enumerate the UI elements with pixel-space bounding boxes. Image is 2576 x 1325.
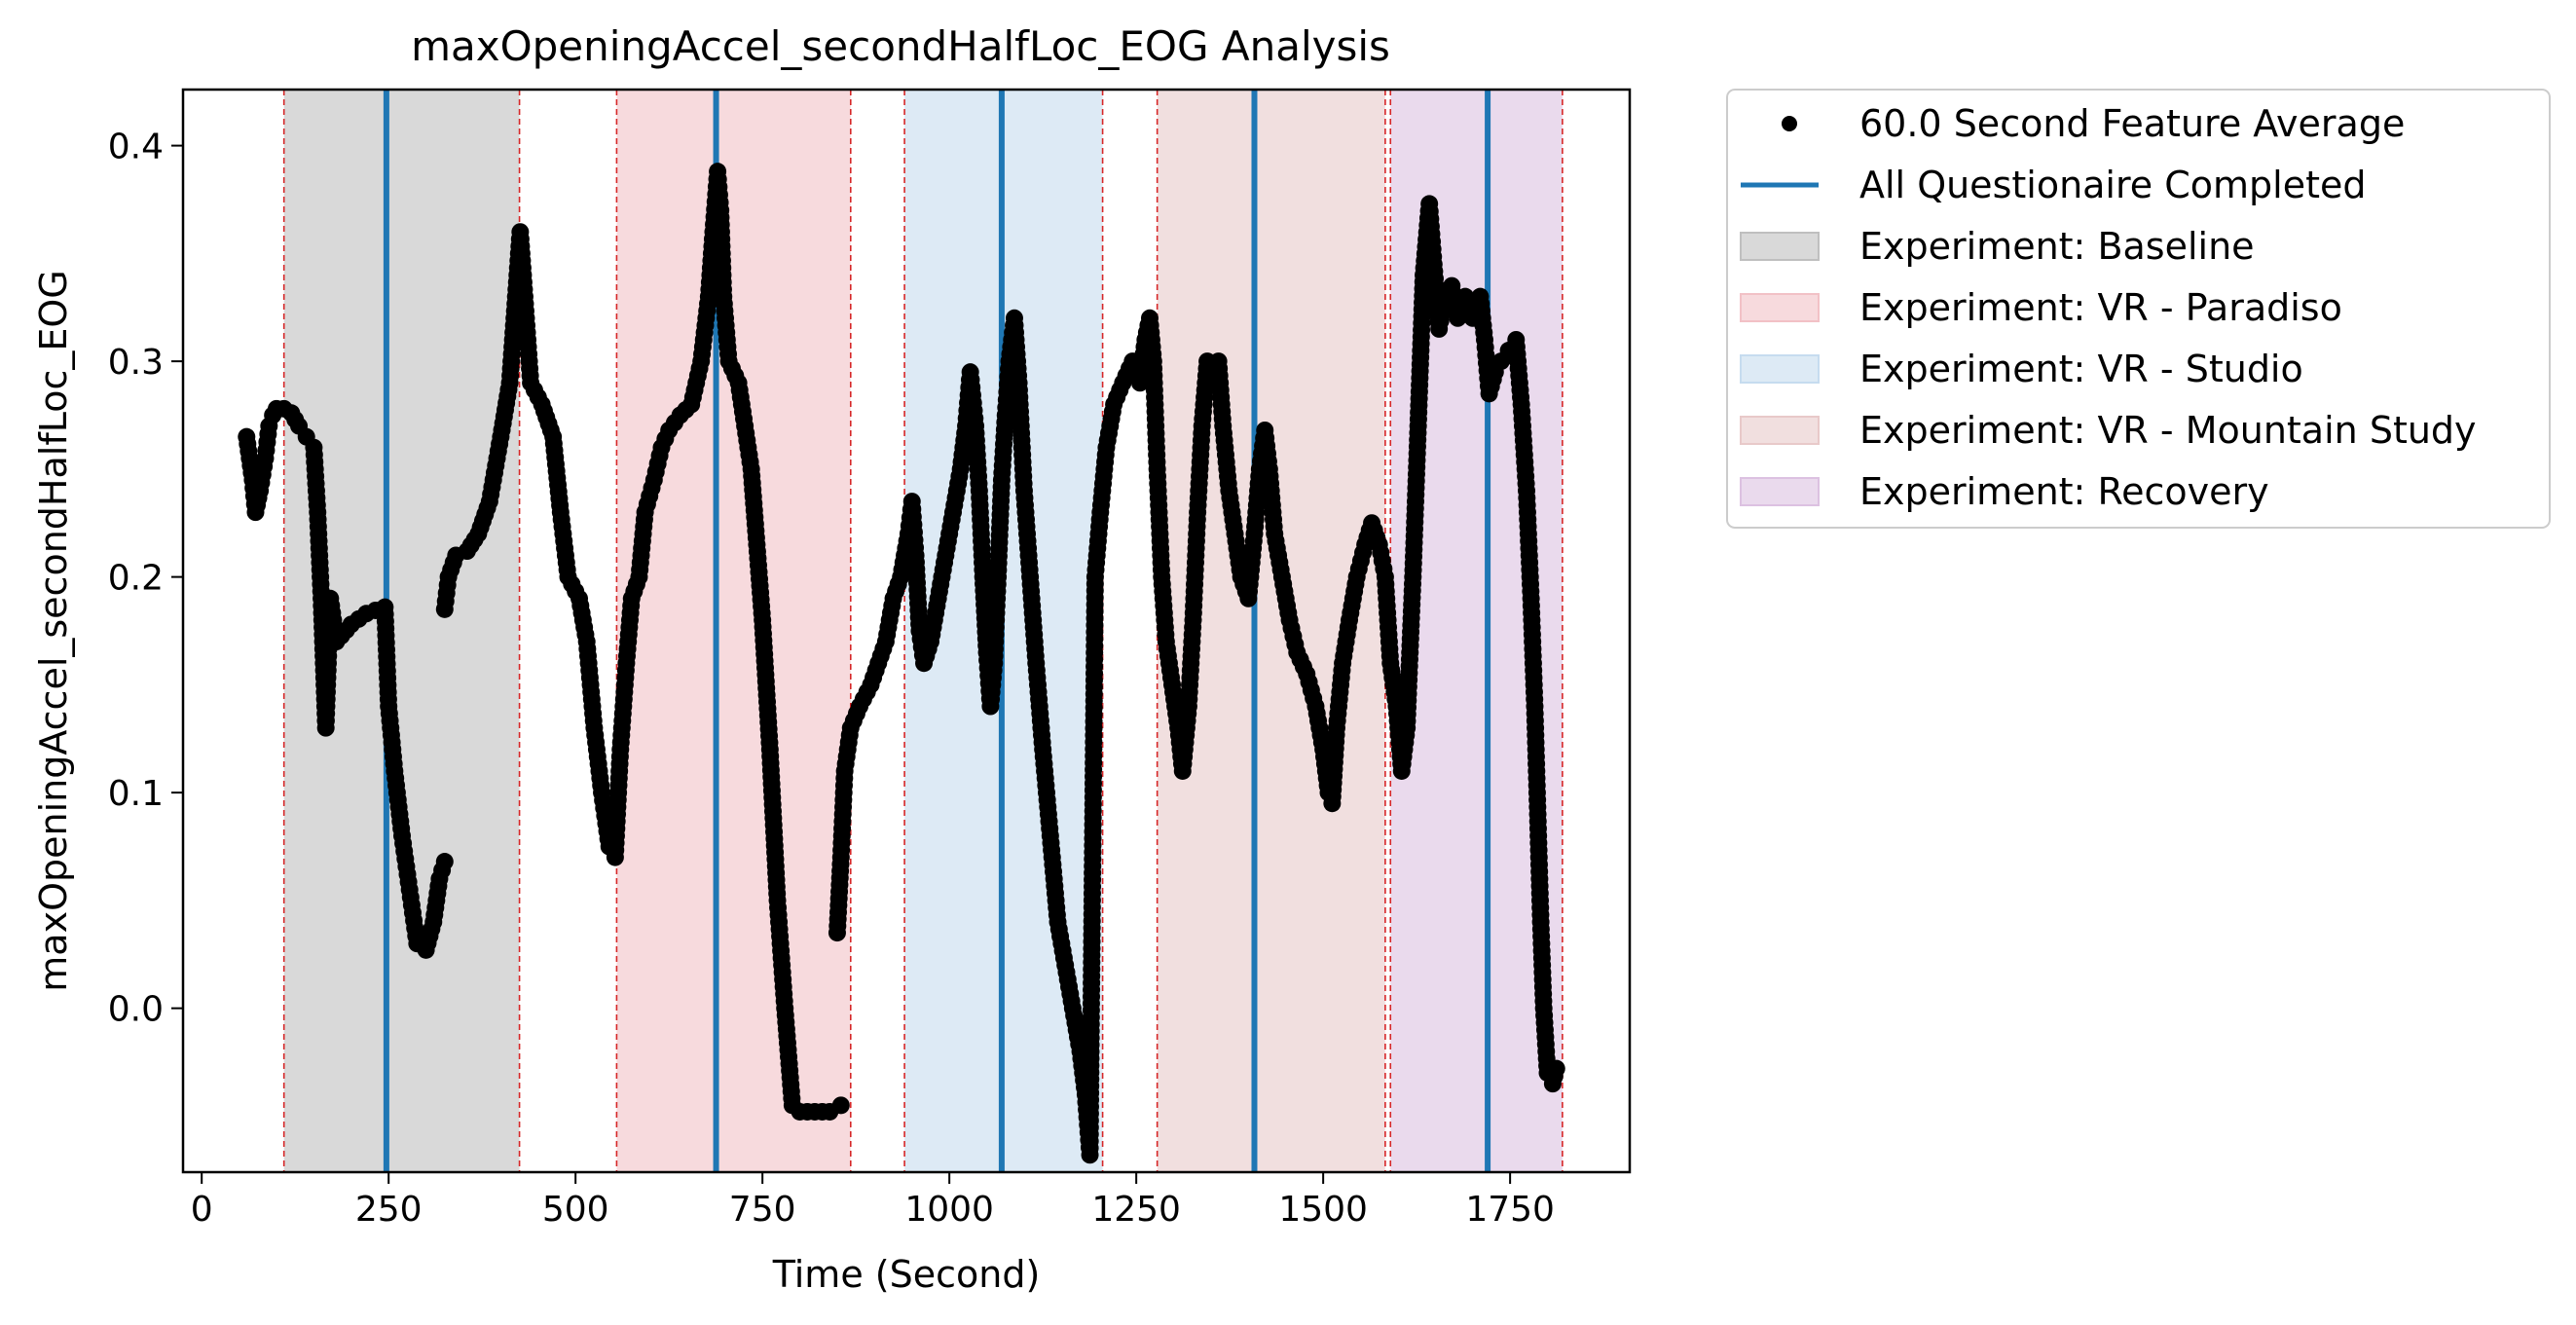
data-point-158 [435, 853, 454, 871]
legend-label-2: Experiment: Baseline [1859, 225, 2255, 268]
y-tick-label-1: 0.1 [108, 774, 164, 814]
x-tick-label-3: 750 [729, 1190, 796, 1230]
legend-frame [1726, 89, 2551, 529]
legend-marker-0 [1782, 116, 1797, 131]
x-tick-label-7: 1750 [1465, 1190, 1555, 1230]
x-tick-label-0: 0 [191, 1190, 213, 1230]
legend-patch-2 [1740, 232, 1820, 261]
data-point-1544 [1547, 1059, 1565, 1078]
legend: 60.0 Second Feature Average All Questiona… [1726, 89, 2551, 529]
plot-frame [181, 88, 1632, 1174]
legend-patch-4 [1740, 354, 1820, 384]
x-tick-label-2: 500 [542, 1190, 609, 1230]
legend-patch-6 [1740, 477, 1820, 506]
chart-title: maxOpeningAccel_secondHalfLoc_EOG Analys… [411, 22, 1390, 70]
legend-label-6: Experiment: Recovery [1859, 470, 2269, 513]
x-axis-label: Time (Second) [772, 1253, 1041, 1296]
x-tick-label-5: 1250 [1091, 1190, 1181, 1230]
legend-items: 60.0 Second Feature Average All Questiona… [1740, 102, 2477, 513]
x-tick-label-4: 1000 [904, 1190, 994, 1230]
data-points [238, 163, 1565, 1164]
y-axis-ticks: 0.0 0.1 0.2 0.3 0.4 [108, 128, 183, 1030]
y-tick-label-4: 0.4 [108, 128, 164, 167]
legend-label-1: All Questionaire Completed [1859, 164, 2367, 206]
x-tick-label-6: 1500 [1278, 1190, 1368, 1230]
data-point-533 [831, 1096, 850, 1115]
legend-label-3: Experiment: VR - Paradiso [1859, 286, 2342, 329]
y-axis-label: maxOpeningAccel_secondHalfLoc_EOG [32, 270, 75, 991]
y-tick-label-3: 0.3 [108, 343, 164, 383]
legend-patch-5 [1740, 416, 1820, 445]
x-tick-label-1: 250 [355, 1190, 423, 1230]
x-axis-ticks: 0 250 500 750 1000 1250 1500 1750 [191, 1172, 1555, 1230]
legend-label-4: Experiment: VR - Studio [1859, 348, 2303, 390]
legend-patch-3 [1740, 293, 1820, 322]
region-1 [616, 90, 851, 1172]
y-tick-label-0: 0.0 [108, 990, 164, 1030]
legend-label-0: 60.0 Second Feature Average [1859, 102, 2405, 145]
y-tick-label-2: 0.2 [108, 559, 164, 599]
legend-label-5: Experiment: VR - Mountain Study [1859, 409, 2477, 452]
